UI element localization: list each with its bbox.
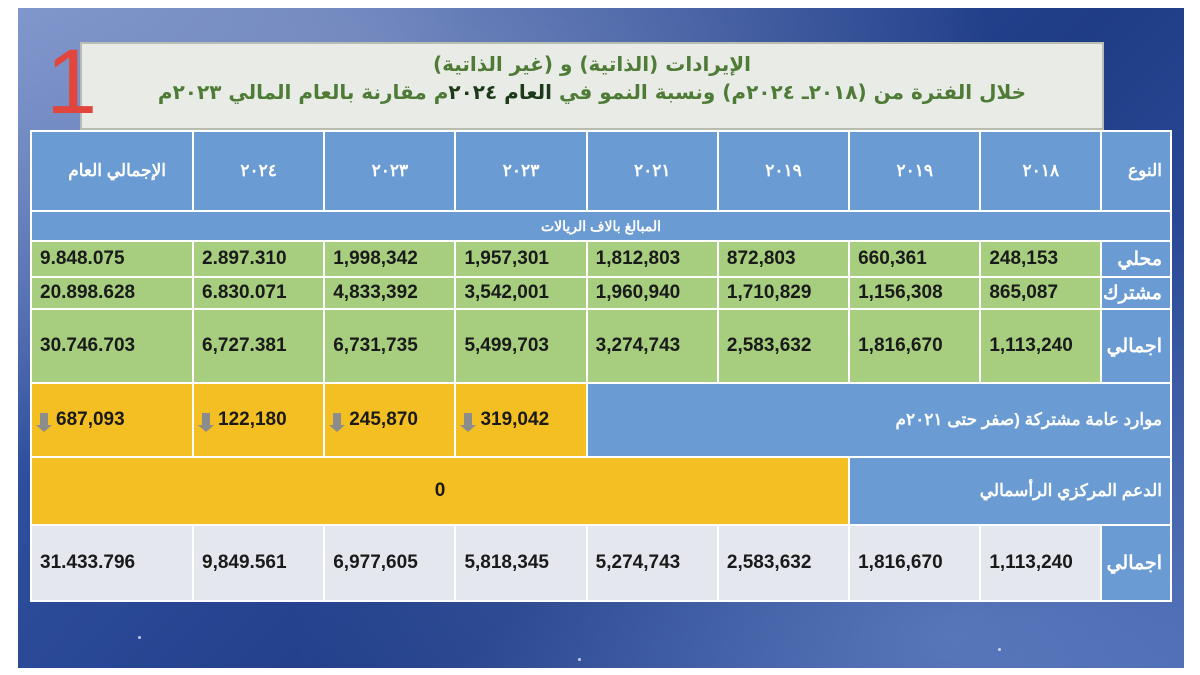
table-cell: 2.897.310 [192, 240, 326, 278]
sparkle-decoration [998, 648, 1001, 651]
table-cell: 5,818,345 [454, 524, 588, 602]
table-row-total: اجمالي 1,113,240 1,816,670 2,583,632 3,2… [29, 308, 1172, 384]
row-label: موارد عامة مشتركة (صفر حتى ٢٠٢١م [585, 382, 1173, 458]
down-arrow-icon [198, 413, 215, 432]
table-cell: 9,849.561 [192, 524, 326, 602]
table-cell: 865,087 [979, 276, 1103, 310]
table-cell: 2,583,632 [716, 524, 851, 602]
table-cell: 660,361 [848, 240, 982, 278]
unit-note: المبالغ بالاف الريالات [30, 210, 1172, 242]
table-cell: 1,998,342 [323, 240, 457, 278]
title-line-2: خلال الفترة من (٢٠١٨ـ ٢٠٢٤م) ونسبة النمو… [82, 80, 1102, 104]
table-row-shared: مشترك 865,087 1,156,308 1,710,829 1,960,… [29, 276, 1172, 310]
table-cell: 6,977,605 [323, 524, 457, 602]
table-cell: 1,816,670 [848, 308, 982, 384]
revenue-table: النوع ٢٠١٨ ٢٠١٩ ٢٠١٩ ٢٠٢١ ٢٠٢٣ ٢٠٢٣ ٢٠٢٤… [29, 130, 1173, 602]
sparkle-decoration [578, 658, 581, 661]
title-line-1: الإيرادات (الذاتية) و (غير الذاتية) [432, 52, 752, 76]
table-cell: 319,042 [454, 382, 588, 458]
table-row-central-support: الدعم المركزي الرأسمالي 0 [29, 456, 1172, 526]
sparkle-decoration [138, 636, 141, 639]
slide-number: 1 [46, 31, 98, 133]
row-label: الدعم المركزي الرأسمالي [848, 456, 1172, 526]
header-year: ٢٠١٨ [979, 130, 1103, 212]
title-box: الإيرادات (الذاتية) و (غير الذاتية) خلال… [80, 42, 1104, 130]
table-cell: 30.746.703 [29, 308, 195, 384]
table-cell: 122,180 [192, 382, 326, 458]
header-year: ٢٠١٩ [716, 130, 851, 212]
title-line-2-part-a: خلال الفترة من (٢٠١٨ـ ٢٠٢٤م) ونسبة النمو… [558, 80, 1027, 104]
header-year: ٢٠٢١ [585, 130, 719, 212]
table-cell: 1,113,240 [979, 524, 1103, 602]
table-cell: 1,113,240 [979, 308, 1103, 384]
table-cell: 20.898.628 [29, 276, 195, 310]
table-cell: 31.433.796 [29, 524, 195, 602]
header-grand-total: الإجمالي العام [29, 130, 195, 212]
header-year: ٢٠١٩ [848, 130, 982, 212]
row-label: اجمالي [1100, 524, 1172, 602]
header-type: النوع [1100, 130, 1172, 212]
down-arrow-icon [460, 413, 477, 432]
table-row-grand-total: اجمالي 1,113,240 1,816,670 2,583,632 5,2… [29, 524, 1172, 602]
title-line-2-part-b: العام ٢٠٢٤ [448, 80, 552, 104]
table-header-row: النوع ٢٠١٨ ٢٠١٩ ٢٠١٩ ٢٠٢١ ٢٠٢٣ ٢٠٢٣ ٢٠٢٤… [29, 130, 1172, 212]
table-cell: 1,957,301 [454, 240, 588, 278]
table-cell: 5,499,703 [454, 308, 588, 384]
header-year: ٢٠٢٣ [323, 130, 457, 212]
table-cell: 687,093 [29, 382, 195, 458]
table-cell: 6,731,735 [323, 308, 457, 384]
row-label: مشترك [1100, 276, 1172, 310]
header-year: ٢٠٢٤ [192, 130, 326, 212]
table-cell: 2,583,632 [716, 308, 851, 384]
table-cell: 872,803 [716, 240, 851, 278]
header-year: ٢٠٢٣ [454, 130, 588, 212]
table-cell: 9.848.075 [29, 240, 195, 278]
down-arrow-icon [36, 413, 52, 432]
table-cell: 1,710,829 [716, 276, 851, 310]
table-cell: 5,274,743 [585, 524, 719, 602]
table-cell: 1,816,670 [848, 524, 982, 602]
down-arrow-icon [329, 413, 346, 432]
table-cell: 1,812,803 [585, 240, 719, 278]
slide-background: 1 الإيرادات (الذاتية) و (غير الذاتية) خل… [18, 8, 1184, 668]
table-cell: 3,542,001 [454, 276, 588, 310]
table-cell: 1,960,940 [585, 276, 719, 310]
table-cell: 6.830.071 [192, 276, 326, 310]
table-cell: 1,156,308 [848, 276, 982, 310]
table-cell: 248,153 [979, 240, 1103, 278]
row-label: اجمالي [1100, 308, 1172, 384]
table-row-local: محلي 248,153 660,361 872,803 1,812,803 1… [29, 240, 1172, 278]
table-cell: 245,870 [323, 382, 457, 458]
table-cell: 6,727.381 [192, 308, 326, 384]
unit-note-row: المبالغ بالاف الريالات [30, 210, 1172, 242]
table-cell: 4,833,392 [323, 276, 457, 310]
row-label: محلي [1100, 240, 1172, 278]
table-row-shared-resources: موارد عامة مشتركة (صفر حتى ٢٠٢١م 319,042… [29, 382, 1173, 458]
table-cell: 3,274,743 [585, 308, 719, 384]
title-line-2-part-c: م مقارنة بالعام المالي ٢٠٢٣م [157, 80, 449, 104]
table-cell: 0 [29, 456, 851, 526]
